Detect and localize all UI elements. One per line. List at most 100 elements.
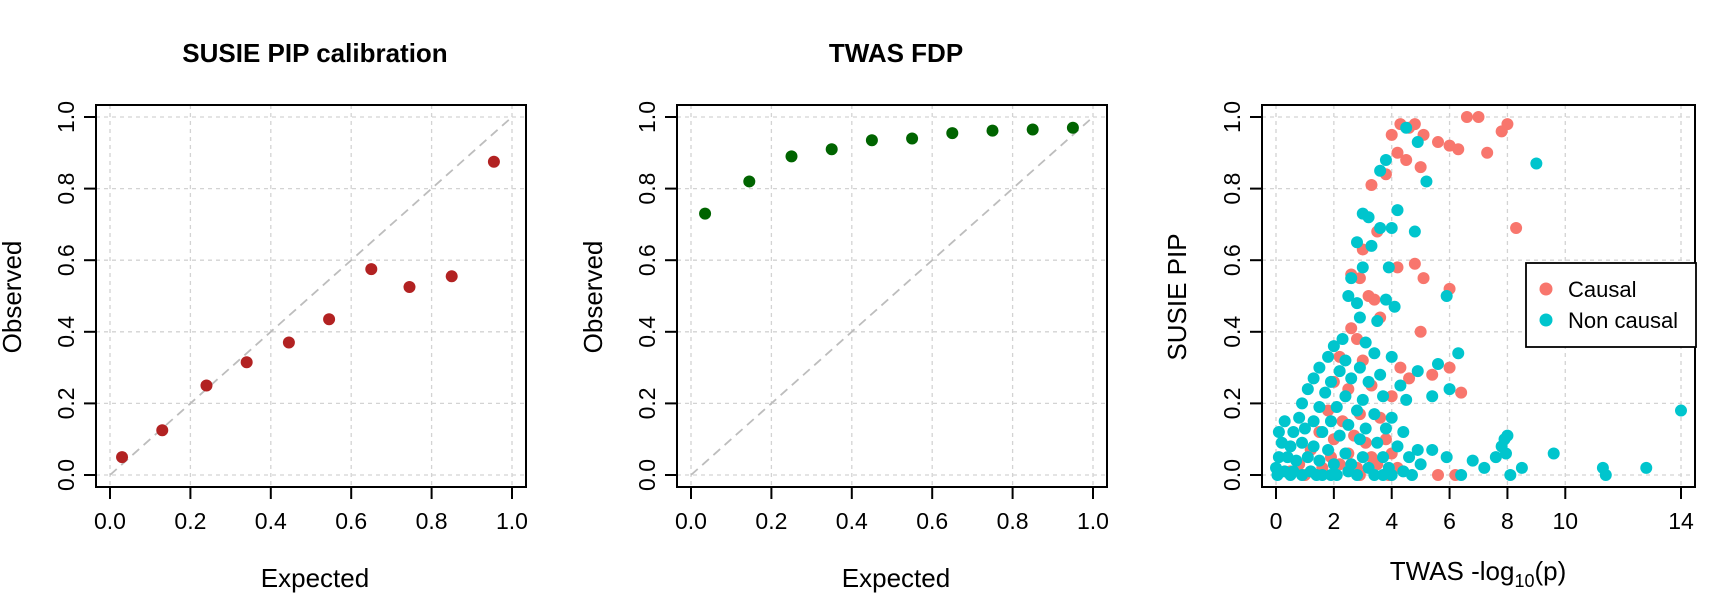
y-tick-label: 0.8 — [1219, 173, 1245, 205]
x-tick-label: 0.6 — [916, 508, 948, 534]
data-point — [116, 451, 129, 464]
data-point-non-causal — [1313, 361, 1326, 374]
x-tick-label: 0.4 — [836, 508, 868, 534]
data-point-non-causal — [1351, 404, 1363, 417]
data-point-non-causal — [1411, 136, 1424, 149]
data-point-non-causal — [1515, 461, 1528, 474]
data-point-non-causal — [1374, 221, 1387, 234]
reference-diagonal-line — [690, 116, 1094, 476]
data-point-non-causal — [1397, 426, 1410, 439]
data-point-causal — [1452, 143, 1465, 156]
data-point-causal — [1472, 111, 1485, 123]
data-point-non-causal — [1379, 293, 1392, 306]
data-point-non-causal — [1371, 315, 1384, 328]
data-point-causal — [1414, 161, 1427, 174]
data-point-non-causal — [1385, 469, 1398, 481]
data-point-non-causal — [1339, 354, 1352, 367]
data-point-non-causal — [1287, 426, 1300, 439]
data-point-non-causal — [1365, 239, 1378, 252]
data-point — [403, 281, 416, 294]
data-point-causal — [1400, 153, 1413, 166]
x-axis-label-main: TWAS -log — [1390, 556, 1515, 586]
legend: Causal Non causal — [1525, 262, 1697, 348]
x-tick-label: 0 — [1270, 508, 1283, 534]
data-point-non-causal — [1342, 290, 1355, 302]
data-point-non-causal — [1530, 157, 1543, 170]
data-point-non-causal — [1296, 436, 1309, 449]
data-point-non-causal — [1368, 469, 1381, 481]
x-tick-label: 0.0 — [675, 508, 707, 534]
x-tick-label: 1.0 — [496, 508, 528, 534]
data-point-non-causal — [1351, 236, 1363, 249]
x-axis-label-end: (p) — [1534, 556, 1566, 586]
data-point-causal — [1391, 261, 1404, 274]
data-point-non-causal — [1313, 454, 1326, 467]
data-point-non-causal — [1499, 447, 1512, 460]
data-point-non-causal — [1298, 422, 1311, 435]
data-point-non-causal — [1353, 433, 1366, 446]
data-point-causal — [1501, 118, 1514, 131]
data-point-non-causal — [1408, 225, 1421, 238]
data-point-non-causal — [1501, 429, 1514, 442]
data-point-non-causal — [1374, 368, 1387, 381]
data-point-non-causal — [1322, 443, 1335, 456]
data-point-non-causal — [1675, 404, 1687, 417]
data-point-non-causal — [1310, 469, 1323, 481]
data-point-causal — [1455, 386, 1468, 399]
data-point-non-causal — [1362, 211, 1375, 224]
data-point-non-causal — [1327, 458, 1340, 471]
data-points — [699, 121, 1079, 220]
x-tick-label: 0.8 — [997, 508, 1029, 534]
x-tick-label: 0.2 — [174, 508, 206, 534]
data-point-causal — [1391, 146, 1404, 159]
y-tick-label: 0.8 — [53, 173, 79, 205]
data-point-non-causal — [1272, 426, 1285, 439]
data-point-non-causal — [1359, 422, 1372, 435]
x-tick-label: 0.2 — [755, 508, 787, 534]
y-tick-label: 0.6 — [634, 244, 660, 276]
data-point-non-causal — [1278, 415, 1291, 428]
y-tick-label: 1.0 — [53, 101, 79, 133]
legend-marker — [1539, 313, 1553, 327]
data-point-non-causal — [1379, 153, 1392, 166]
x-tick-label: 6 — [1443, 508, 1456, 534]
data-point-non-causal — [1443, 383, 1456, 396]
data-point — [986, 124, 999, 137]
data-point — [906, 132, 919, 145]
data-point-non-causal — [1368, 408, 1381, 421]
data-point-non-causal — [1351, 469, 1363, 481]
x-tick-label: 10 — [1552, 508, 1578, 534]
data-point-non-causal — [1478, 461, 1491, 474]
data-point-non-causal — [1411, 365, 1424, 378]
data-point-non-causal — [1353, 361, 1366, 374]
x-tick-label: 14 — [1668, 508, 1694, 534]
y-tick-label: 1.0 — [1219, 101, 1245, 133]
data-point — [699, 207, 712, 220]
x-tick-label: 0.4 — [255, 508, 287, 534]
data-point-non-causal — [1324, 375, 1337, 388]
data-point-non-causal — [1333, 365, 1346, 378]
y-tick-label: 0.2 — [634, 387, 660, 419]
data-point-non-causal — [1307, 415, 1320, 428]
data-point-non-causal — [1351, 297, 1363, 310]
data-point-causal — [1510, 221, 1523, 234]
data-point-non-causal — [1385, 221, 1398, 234]
x-tick-label: 1.0 — [1077, 508, 1109, 534]
x-tick-label: 8 — [1501, 508, 1514, 534]
data-point-causal — [1414, 325, 1427, 338]
data-point-non-causal — [1284, 440, 1297, 453]
y-axis-label: Observed — [0, 241, 27, 354]
data-point-non-causal — [1391, 440, 1404, 453]
x-tick-label: 0.6 — [335, 508, 367, 534]
data-point-non-causal — [1353, 311, 1366, 324]
panel-pip-calibration: SUSIE PIP calibration Expected Observed … — [0, 38, 528, 593]
data-point-non-causal — [1377, 390, 1390, 403]
data-point-non-causal — [1440, 290, 1453, 302]
data-point-non-causal — [1345, 272, 1358, 285]
data-point-non-causal — [1411, 443, 1424, 456]
chart-title: SUSIE PIP calibration — [182, 38, 447, 68]
data-point-non-causal — [1356, 261, 1369, 274]
data-point — [156, 424, 169, 437]
data-points — [116, 155, 500, 464]
